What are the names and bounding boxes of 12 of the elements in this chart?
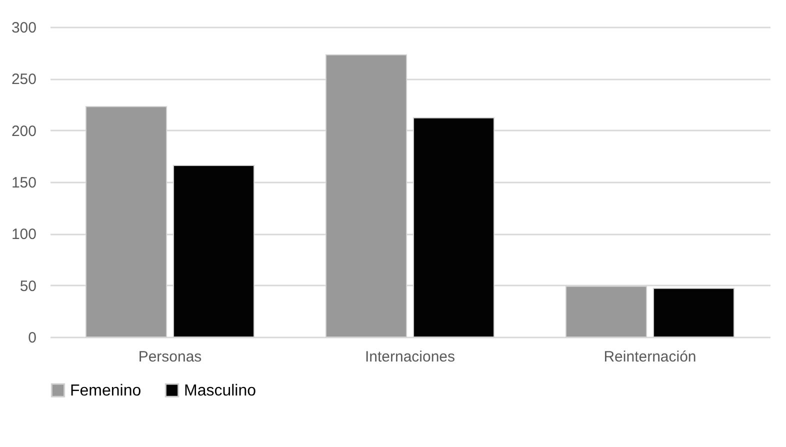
legend-label: Masculino [184, 382, 256, 400]
y-tick-label: 50 [20, 278, 36, 295]
y-tick-label: 100 [11, 226, 36, 244]
y-tick-label: 200 [11, 122, 36, 140]
y-tick-label: 0 [28, 330, 36, 346]
x-tick-label: Personas [138, 348, 202, 366]
x-tick-label: Internaciones [364, 348, 456, 366]
y-tick-label: 150 [11, 174, 36, 192]
y-tick-label: 250 [11, 71, 36, 88]
y-tick-label: 300 [11, 20, 36, 36]
x-tick-label: Reinternación [604, 348, 696, 366]
legend-label: Femenino [70, 382, 142, 400]
